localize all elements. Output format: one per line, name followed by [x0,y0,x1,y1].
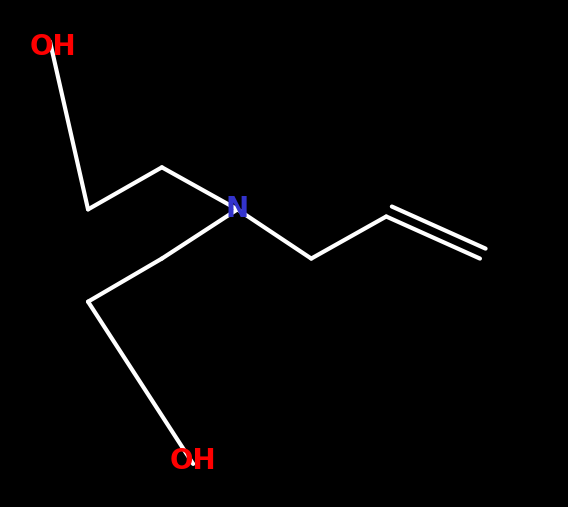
Text: OH: OH [30,32,76,61]
Text: OH: OH [170,447,216,476]
Text: N: N [226,195,249,224]
